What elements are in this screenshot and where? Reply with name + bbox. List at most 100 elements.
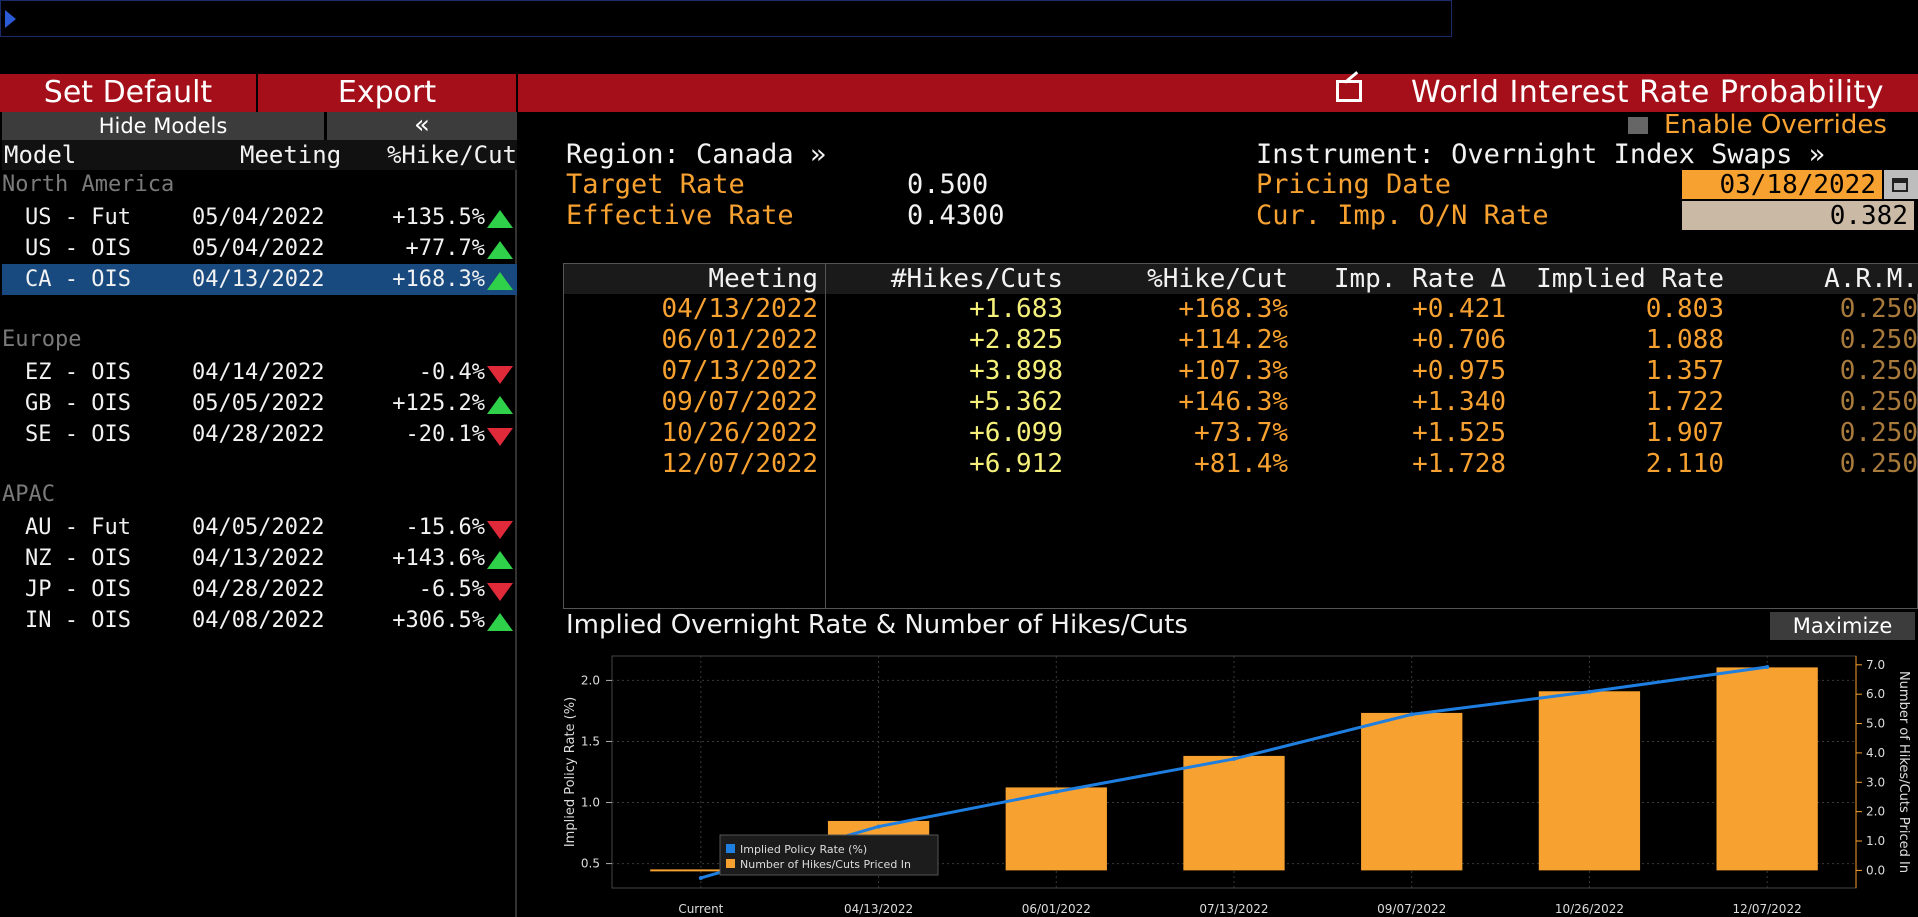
model-meeting: 04/13/2022: [192, 546, 325, 571]
cell-rate-delta: +1.340: [1412, 387, 1506, 417]
table-row[interactable]: 10/26/2022 +6.099 +73.7% +1.525 1.907 0.250: [564, 418, 1918, 449]
y-tick-label: 1.0: [581, 796, 600, 810]
cell-arm: 0.250: [1839, 294, 1918, 324]
model-meeting: 04/28/2022: [192, 577, 325, 602]
pricing-date-field[interactable]: 03/18/2022: [1682, 170, 1882, 200]
up-arrow-icon: [487, 613, 513, 631]
line-point: [1765, 664, 1770, 669]
legend-label: Number of Hikes/Cuts Priced In: [740, 858, 911, 871]
model-row[interactable]: US - Fut 05/04/2022 +135.5%: [2, 202, 517, 233]
model-row[interactable]: EZ - OIS 04/14/2022 -0.4%: [2, 357, 517, 388]
model-pct: +306.5%: [392, 608, 485, 633]
popout-icon[interactable]: [1336, 80, 1362, 102]
model-meeting: 05/04/2022: [192, 205, 325, 230]
model-row[interactable]: GB - OIS 05/05/2022 +125.2%: [2, 388, 517, 419]
table-row[interactable]: 04/13/2022 +1.683 +168.3% +0.421 0.803 0.250: [564, 294, 1918, 325]
cell-meeting: 12/07/2022: [661, 449, 818, 479]
table-body: 04/13/2022 +1.683 +168.3% +0.421 0.803 0.250 0…: [564, 294, 1918, 594]
table-row[interactable]: 12/07/2022 +6.912 +81.4% +1.728 2.110 0.250: [564, 449, 1918, 480]
line-point: [876, 824, 881, 829]
table-row[interactable]: 09/07/2022 +5.362 +146.3% +1.340 1.722 0.250: [564, 387, 1918, 418]
model-pct: +168.3%: [392, 267, 485, 292]
model-meeting: 04/05/2022: [192, 515, 325, 540]
pricing-date-label: Pricing Date: [1256, 169, 1452, 200]
y-tick-label: 2.0: [581, 673, 600, 687]
x-tick-label: 12/07/2022: [1733, 902, 1802, 916]
col-pct[interactable]: %Hike/Cut: [1147, 264, 1288, 294]
cell-rate-delta: +1.525: [1412, 418, 1506, 448]
col-arm[interactable]: A.R.M.: [1824, 264, 1918, 294]
models-header: Model Meeting %Hike/Cut: [2, 140, 517, 170]
model-meeting: 05/04/2022: [192, 236, 325, 261]
pct-column-header[interactable]: %Hike/Cut: [386, 141, 517, 169]
calendar-icon[interactable]: [1884, 170, 1918, 199]
bar: [1005, 787, 1107, 871]
model-meeting: 04/28/2022: [192, 422, 325, 447]
table-row[interactable]: 07/13/2022 +3.898 +107.3% +0.975 1.357 0.250: [564, 356, 1918, 387]
model-column-header[interactable]: Model: [4, 141, 77, 169]
line-point: [1587, 689, 1592, 694]
export-button[interactable]: Export: [258, 74, 516, 112]
cell-hikes: +6.912: [969, 449, 1063, 479]
hide-models-button[interactable]: Hide Models: [2, 112, 324, 140]
model-row[interactable]: AU - Fut 04/05/2022 -15.6%: [2, 512, 517, 543]
col-implied-rate[interactable]: Implied Rate: [1536, 264, 1724, 294]
model-row[interactable]: JP - OIS 04/28/2022 -6.5%: [2, 574, 517, 605]
model-meeting: 04/13/2022: [192, 267, 325, 292]
effective-rate-value: 0.4300: [907, 200, 1005, 231]
target-rate-label: Target Rate: [566, 169, 745, 200]
instrument-selector[interactable]: Instrument: Overnight Index Swaps »: [1256, 139, 1825, 170]
model-name: IN - OIS: [25, 608, 131, 633]
x-tick-label: 07/13/2022: [1199, 902, 1268, 916]
group-label: APAC: [2, 482, 55, 507]
col-hikes[interactable]: #Hikes/Cuts: [890, 264, 1063, 294]
model-name: JP - OIS: [25, 577, 131, 602]
on-rate-label: Cur. Imp. O/N Rate: [1256, 200, 1549, 231]
cell-rate-delta: +0.421: [1412, 294, 1506, 324]
up-arrow-icon: [487, 272, 513, 290]
meeting-column-header[interactable]: Meeting: [240, 141, 342, 169]
maximize-button[interactable]: Maximize: [1770, 612, 1915, 640]
cell-hikes: +2.825: [969, 325, 1063, 355]
table-row[interactable]: 06/01/2022 +2.825 +114.2% +0.706 1.088 0.250: [564, 325, 1918, 356]
y2-tick-label: 5.0: [1866, 717, 1885, 731]
model-name: AU - Fut: [25, 515, 131, 540]
col-rate-delta[interactable]: Imp. Rate Δ: [1333, 264, 1506, 294]
cell-hikes: +1.683: [969, 294, 1063, 324]
up-arrow-icon: [487, 241, 513, 259]
model-row[interactable]: IN - OIS 04/08/2022 +306.5%: [2, 605, 517, 636]
model-row[interactable]: US - OIS 05/04/2022 +77.7%: [2, 233, 517, 264]
down-arrow-icon: [487, 521, 513, 539]
model-row[interactable]: NZ - OIS 04/13/2022 +143.6%: [2, 543, 517, 574]
model-meeting: 04/14/2022: [192, 360, 325, 385]
region-selector[interactable]: Region: Canada »: [566, 139, 827, 170]
set-default-button[interactable]: Set Default: [0, 74, 256, 112]
model-row-selected[interactable]: CA - OIS 04/13/2022 +168.3%: [2, 264, 517, 295]
model-pct: -15.6%: [405, 515, 485, 540]
line-point: [1054, 789, 1059, 794]
cell-meeting: 09/07/2022: [661, 387, 818, 417]
cell-arm: 0.250: [1839, 356, 1918, 386]
model-name: GB - OIS: [25, 391, 131, 416]
cell-arm: 0.250: [1839, 449, 1918, 479]
on-rate-field[interactable]: 0.382: [1682, 201, 1914, 231]
title-bar: World Interest Rate Probability: [518, 74, 1918, 112]
cell-pct: +81.4%: [1194, 449, 1288, 479]
enable-overrides-label[interactable]: Enable Overrides: [1664, 110, 1887, 140]
cell-implied-rate: 1.088: [1645, 325, 1724, 355]
y2-tick-label: 1.0: [1866, 834, 1885, 848]
effective-rate-label: Effective Rate: [566, 200, 794, 231]
legend-swatch: [726, 859, 735, 868]
command-caret-icon: [5, 10, 16, 28]
up-arrow-icon: [487, 210, 513, 228]
chart-title: Implied Overnight Rate & Number of Hikes…: [566, 610, 1188, 640]
y2-tick-label: 7.0: [1866, 658, 1885, 672]
bar: [827, 820, 930, 871]
col-meeting[interactable]: Meeting: [708, 264, 818, 294]
enable-overrides-checkbox[interactable]: [1628, 117, 1648, 134]
command-line[interactable]: [0, 0, 1452, 37]
collapse-panel-button[interactable]: «: [327, 112, 517, 140]
down-arrow-icon: [487, 428, 513, 446]
model-pct: +77.7%: [405, 236, 485, 261]
model-row[interactable]: SE - OIS 04/28/2022 -20.1%: [2, 419, 517, 450]
